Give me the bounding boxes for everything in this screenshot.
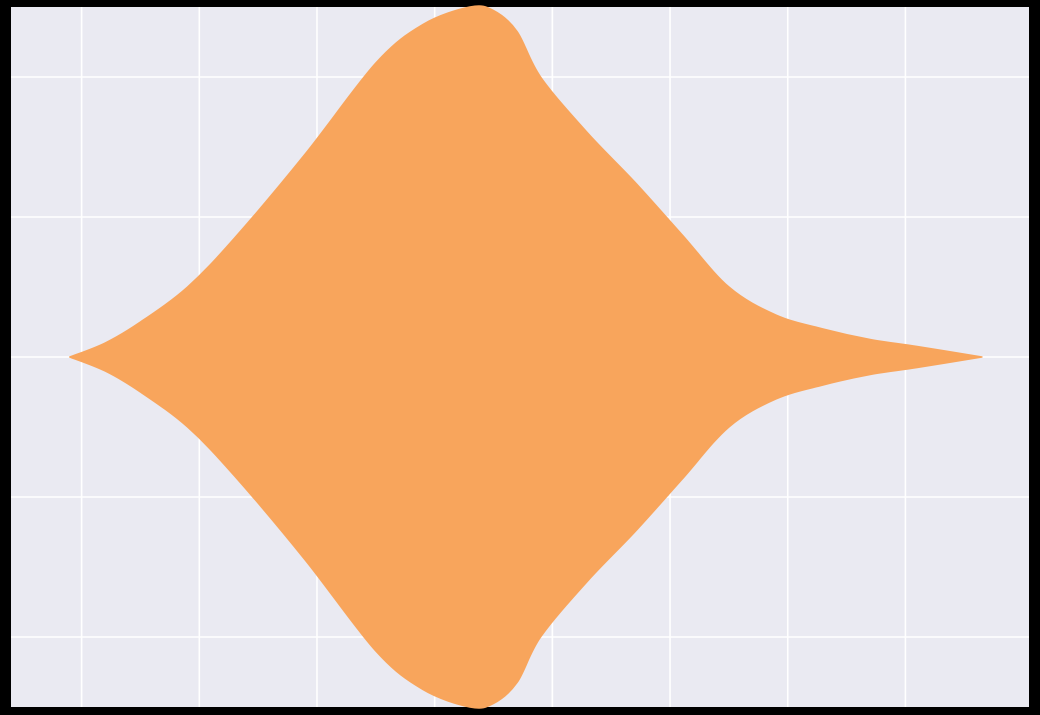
violin-group (69, 5, 983, 709)
violin-body (69, 5, 983, 709)
